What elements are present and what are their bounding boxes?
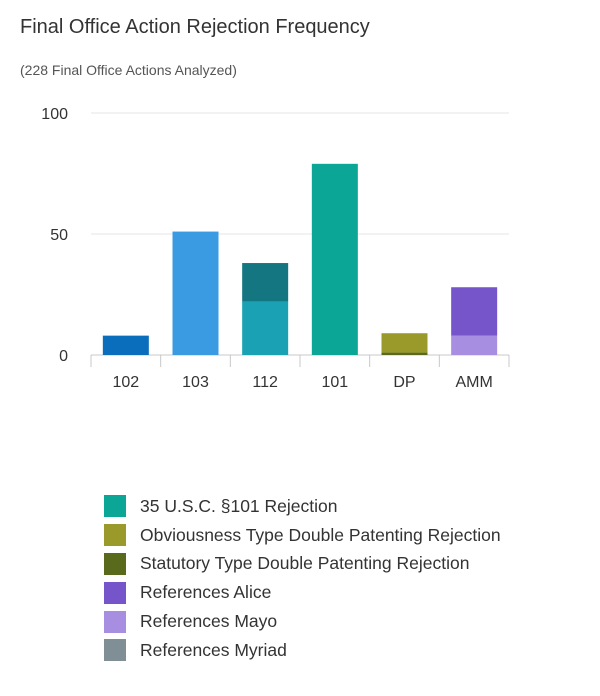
legend-swatch [104,581,126,604]
bar-chart: 0 50 100 102 103 112 101 DP AMM [41,106,510,391]
legend-item: References Mayo [104,607,501,636]
x-tick-label: DP [393,374,415,391]
bar-segment [172,231,219,355]
y-tick-label: 50 [50,227,68,244]
legend-swatch [104,524,126,547]
legend-label: Obviousness Type Double Patenting Reject… [140,524,501,545]
legend-label: References Alice [140,582,272,603]
legend-item: Statutory Type Double Patenting Rejectio… [104,550,501,579]
legend-label: 35 U.S.C. §101 Rejection [140,495,338,516]
legend-swatch [104,610,126,633]
chart-legend: 35 U.S.C. §101 Rejection Obviousness Type… [104,492,501,665]
x-tick-label: 101 [321,374,348,391]
x-tick-label: 112 [252,374,278,391]
bar-segment [381,333,428,353]
bar-segment [311,163,358,355]
y-tick-label: 100 [41,106,68,123]
legend-label: References Myriad [140,639,287,660]
bar-segment [451,287,498,336]
x-tick-label: 102 [112,374,139,391]
legend-item: References Myriad [104,636,501,665]
legend-label: Statutory Type Double Patenting Rejectio… [140,553,470,574]
legend-label: References Mayo [140,611,278,632]
legend-swatch [104,639,126,662]
bar-segment [242,263,289,302]
y-tick-label: 0 [59,348,68,365]
bar-segment [242,301,289,355]
bar-segment [381,352,428,355]
chart-subtitle: (228 Final Office Actions Analyzed) [20,62,237,78]
legend-item: 35 U.S.C. §101 Rejection [104,492,501,521]
chart-title: Final Office Action Rejection Frequency [20,16,370,38]
legend-swatch [104,552,126,575]
x-tick-label: AMM [456,374,493,391]
bar-segment [102,335,149,355]
legend-swatch [104,495,126,518]
legend-item: References Alice [104,578,501,607]
bar-segment [451,335,498,355]
x-tick-label: 103 [182,374,209,391]
legend-item: Obviousness Type Double Patenting Reject… [104,521,501,550]
